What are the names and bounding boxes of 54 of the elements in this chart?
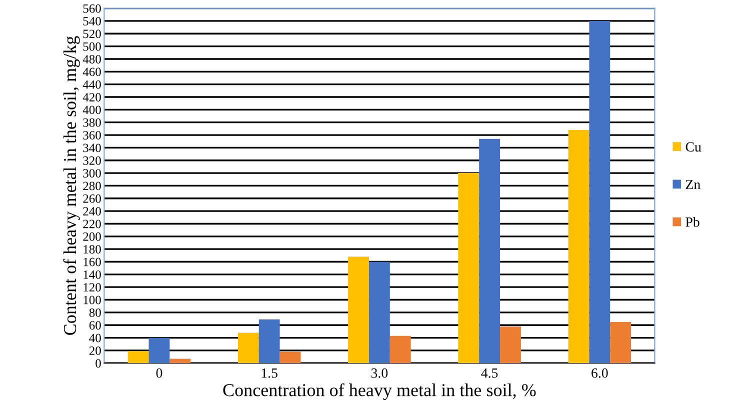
x-tick-label: 4.5 [481, 368, 498, 378]
y-tick-label: 40 [89, 334, 101, 342]
bar [390, 336, 411, 364]
bar [148, 338, 170, 364]
bar [238, 332, 259, 364]
bar [258, 319, 280, 364]
y-tick-label: 260 [83, 194, 101, 203]
y-tick-label: 420 [82, 93, 101, 102]
y-axis-title: Content of heavy metal in the soil, mg/kg [63, 36, 80, 335]
y-tick-label: 120 [84, 283, 101, 292]
y-tick-label: 160 [84, 258, 101, 266]
y-tick-label: 180 [84, 245, 101, 254]
bar [348, 256, 369, 364]
bar [280, 352, 301, 364]
y-tick-label: 360 [83, 131, 101, 140]
y-tick-label: 520 [83, 30, 101, 38]
y-tick-label: 140 [84, 270, 101, 279]
bar [589, 20, 610, 364]
y-tick-label: 200 [83, 232, 101, 241]
bar [479, 138, 500, 364]
y-tick-label: 400 [82, 106, 101, 114]
bar [568, 130, 590, 364]
y-tick-label: 560 [83, 4, 101, 13]
bar [500, 326, 521, 364]
y-tick-label: 500 [83, 42, 101, 51]
y-tick-label: 0 [96, 359, 101, 368]
y-tick-label: 320 [83, 156, 101, 165]
x-tick-label: 1.5 [262, 368, 278, 378]
y-tick-label: 460 [82, 68, 101, 76]
y-tick-label: 380 [83, 118, 101, 127]
x-axis-title: Concentration of heavy metal in the soil, % [223, 383, 536, 400]
bar [368, 262, 390, 364]
y-tick-label: 60 [89, 321, 101, 330]
bar [170, 358, 191, 364]
bar [610, 322, 632, 364]
legend-label: Pb [686, 217, 700, 227]
y-tick-label: 480 [82, 55, 101, 64]
x-tick-label: 3.0 [371, 368, 388, 378]
x-tick-label: 6.0 [592, 368, 608, 378]
x-tick-label: 0 [156, 368, 162, 378]
legend-label: Cu [686, 142, 702, 152]
y-tick-label: 220 [83, 220, 101, 228]
y-tick-label: 340 [83, 144, 101, 152]
bar [128, 351, 149, 364]
y-tick-label: 240 [83, 207, 101, 216]
y-tick-label: 80 [89, 308, 101, 317]
y-tick-label: 100 [84, 296, 101, 304]
y-tick-label: 20 [89, 346, 101, 355]
y-tick-label: 300 [83, 169, 101, 178]
y-tick-label: 540 [83, 16, 101, 26]
y-tick-label: 280 [83, 182, 101, 190]
bar [458, 173, 480, 364]
legend-label: Zn [686, 180, 700, 190]
y-tick-label: 440 [82, 80, 101, 89]
